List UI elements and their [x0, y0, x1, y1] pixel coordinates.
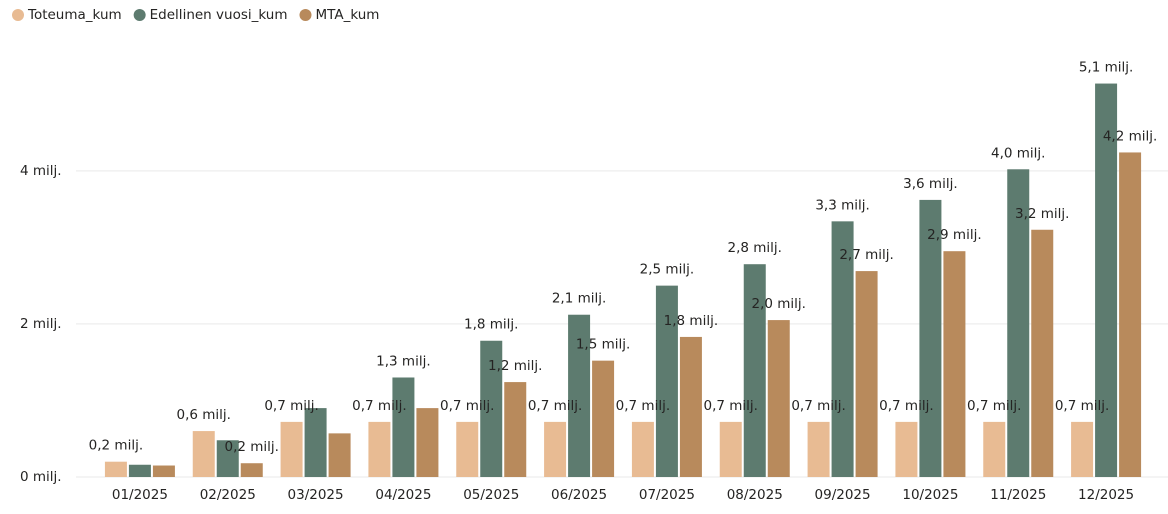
bar — [1119, 152, 1142, 477]
x-tick-label: 10/2025 — [902, 487, 958, 503]
y-tick-label: 4 milj. — [20, 163, 62, 179]
x-tick-label: 08/2025 — [727, 487, 783, 503]
data-label: 0,7 milj. — [967, 398, 1021, 414]
data-label: 5,1 milj. — [1079, 60, 1133, 76]
bar — [919, 199, 942, 477]
bar — [1071, 421, 1094, 477]
x-tick-label: 01/2025 — [112, 487, 168, 503]
x-tick-label: 04/2025 — [375, 487, 431, 503]
bar — [592, 360, 615, 477]
bar — [128, 464, 151, 477]
bar — [152, 465, 175, 477]
bar — [655, 285, 678, 477]
bar — [392, 377, 415, 477]
data-label: 1,8 milj. — [664, 313, 718, 329]
bar — [807, 421, 830, 477]
bar — [943, 251, 966, 477]
data-label: 0,7 milj. — [791, 398, 845, 414]
data-label: 2,5 milj. — [640, 262, 694, 278]
data-label: 4,2 milj. — [1103, 128, 1157, 144]
legend-marker — [12, 9, 24, 21]
bar — [240, 463, 263, 477]
bar — [1007, 169, 1030, 477]
bar — [679, 336, 702, 477]
x-tick-label: 11/2025 — [990, 487, 1046, 503]
x-tick-label: 07/2025 — [639, 487, 695, 503]
data-label: 2,8 milj. — [728, 240, 782, 256]
bar — [895, 421, 918, 477]
data-label: 3,6 milj. — [903, 176, 957, 192]
y-tick-label: 2 milj. — [20, 316, 62, 332]
data-label: 2,7 milj. — [839, 247, 893, 263]
data-label: 0,7 milj. — [704, 398, 758, 414]
bar — [368, 421, 391, 477]
bar — [831, 221, 854, 477]
legend-label: Edellinen vuosi_kum — [150, 7, 288, 23]
y-tick-label: 0 milj. — [20, 469, 62, 485]
bar — [304, 408, 327, 477]
data-label: 3,2 milj. — [1015, 206, 1069, 222]
x-tick-label: 12/2025 — [1078, 487, 1134, 503]
data-label: 1,3 milj. — [376, 353, 430, 369]
bar — [280, 421, 303, 477]
x-tick-label: 09/2025 — [815, 487, 871, 503]
bar — [855, 271, 878, 477]
data-label: 4,0 milj. — [991, 145, 1045, 161]
bar — [104, 461, 127, 477]
bar — [216, 440, 239, 477]
data-label: 2,1 milj. — [552, 291, 606, 307]
x-tick-label: 03/2025 — [288, 487, 344, 503]
data-label: 0,7 milj. — [528, 398, 582, 414]
data-label: 1,2 milj. — [488, 358, 542, 374]
data-label: 0,7 milj. — [616, 398, 670, 414]
data-label: 0,7 milj. — [264, 398, 318, 414]
bar — [631, 421, 654, 477]
x-tick-label: 02/2025 — [200, 487, 256, 503]
data-label: 0,2 milj. — [89, 438, 143, 454]
bar — [544, 421, 567, 477]
data-label: 2,9 milj. — [927, 227, 981, 243]
data-label: 0,2 milj. — [225, 439, 279, 455]
x-tick-label: 05/2025 — [463, 487, 519, 503]
data-label: 0,7 milj. — [440, 398, 494, 414]
data-label: 0,6 milj. — [177, 407, 231, 423]
bar — [416, 408, 439, 477]
bar — [1095, 83, 1118, 477]
bar — [192, 431, 215, 477]
bar — [1031, 229, 1054, 477]
data-label: 1,5 milj. — [576, 337, 630, 353]
data-label: 0,7 milj. — [352, 398, 406, 414]
bar — [983, 421, 1006, 477]
data-label: 0,7 milj. — [879, 398, 933, 414]
legend-label: MTA_kum — [315, 7, 379, 23]
legend-marker — [299, 9, 312, 21]
bar — [456, 421, 479, 477]
data-label: 0,7 milj. — [1055, 398, 1109, 414]
legend-marker — [133, 9, 146, 21]
bar — [504, 382, 527, 477]
bar — [568, 314, 591, 477]
bar — [480, 340, 503, 477]
data-label: 2,0 milj. — [752, 296, 806, 312]
bar — [328, 433, 351, 477]
data-label: 3,3 milj. — [815, 197, 869, 213]
x-tick-label: 06/2025 — [551, 487, 607, 503]
bar — [743, 264, 766, 477]
data-label: 1,8 milj. — [464, 317, 518, 333]
bar — [719, 421, 742, 477]
bar — [767, 320, 790, 477]
legend-label: Toteuma_kum — [27, 7, 122, 23]
